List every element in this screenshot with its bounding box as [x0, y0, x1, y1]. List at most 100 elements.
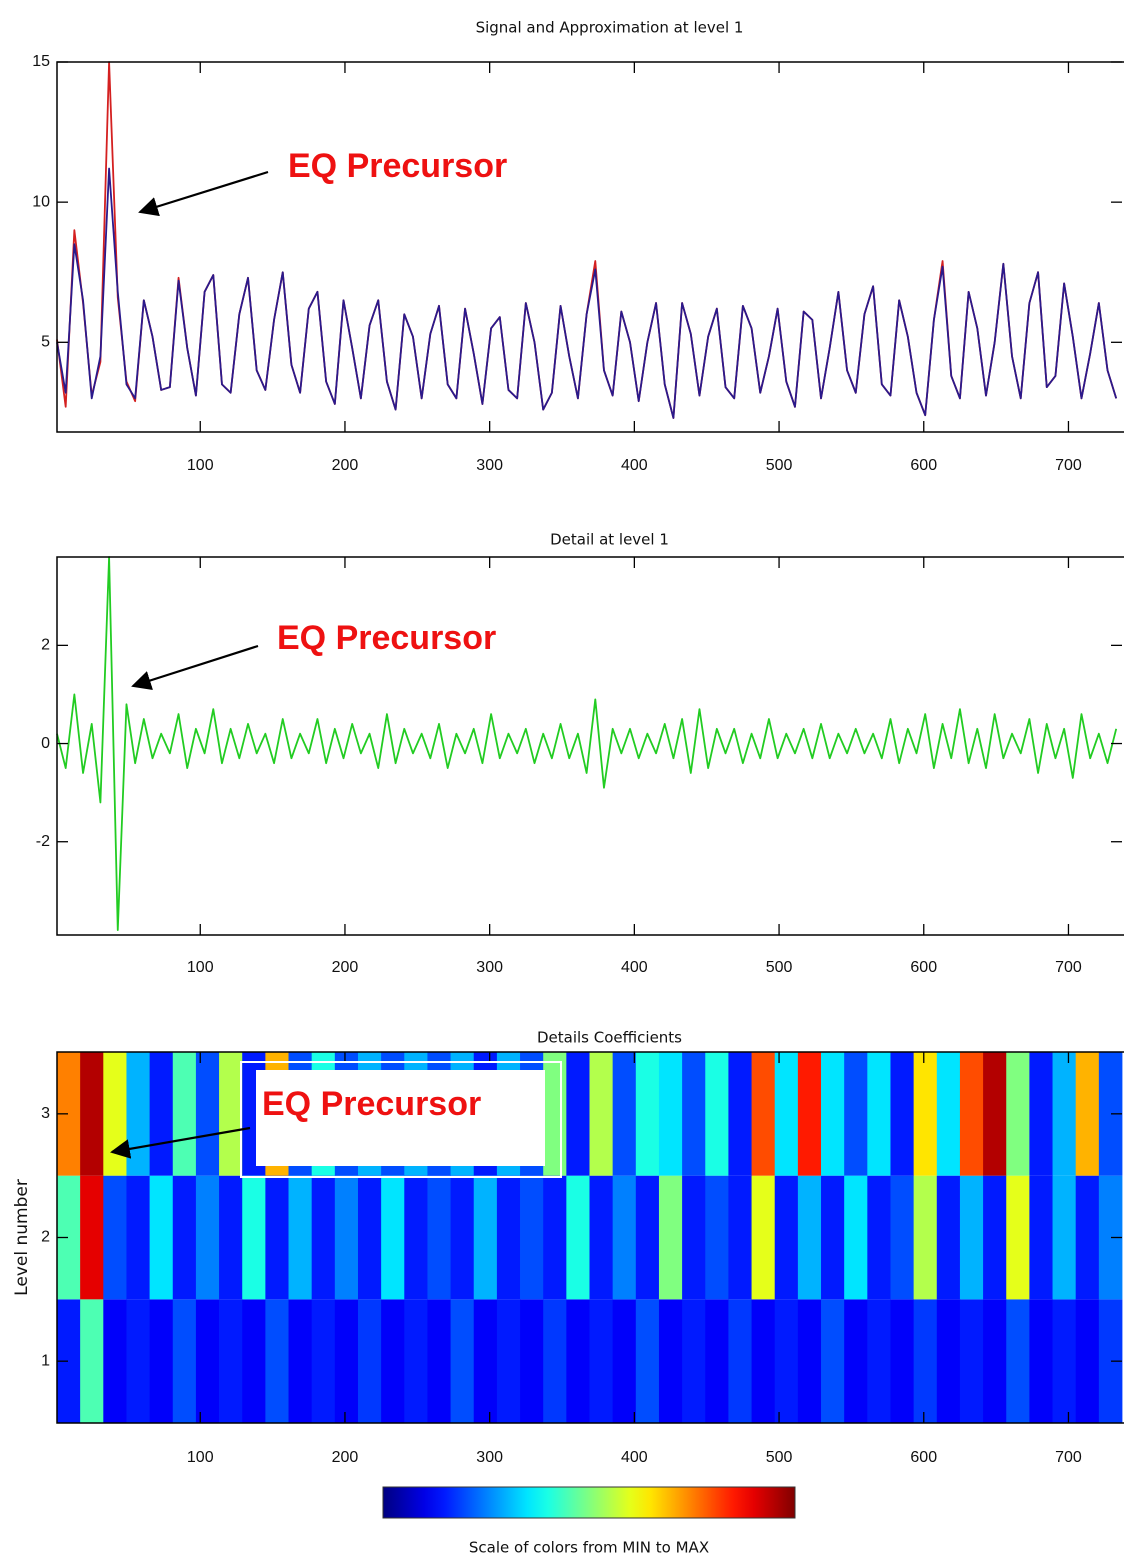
colorbar-label: Scale of colors from MIN to MAX	[469, 1539, 709, 1557]
heat-cell	[566, 1175, 590, 1300]
heat-cell	[844, 1052, 868, 1176]
x-tick-label: 100	[187, 457, 214, 474]
x-tick-label: 200	[332, 457, 359, 474]
heat-cell	[450, 1299, 475, 1423]
x-tick-label: 100	[187, 959, 214, 976]
heat-cell	[566, 1052, 590, 1176]
annotation-arrow	[138, 170, 269, 217]
heat-cell	[195, 1175, 220, 1300]
heat-cell	[612, 1175, 637, 1300]
heat-cell	[867, 1299, 891, 1423]
heat-cell	[149, 1175, 174, 1300]
x-tick-label: 500	[766, 959, 793, 976]
heat-cell	[520, 1299, 544, 1423]
heat-cell	[682, 1299, 706, 1423]
heat-cell	[682, 1175, 706, 1300]
heat-cell	[404, 1299, 428, 1423]
heat-cell	[311, 1175, 336, 1300]
heat-cell	[543, 1299, 567, 1423]
series-line	[56, 167, 1118, 419]
heat-cell	[890, 1052, 915, 1176]
heat-cell	[543, 1052, 567, 1176]
annotation-box	[256, 1070, 545, 1166]
annotation-text: EQ Precursor	[262, 1085, 481, 1123]
x-tick-label: 500	[766, 1449, 793, 1466]
heat-cell	[959, 1175, 984, 1300]
heat-cell	[797, 1299, 822, 1423]
heat-cell	[566, 1299, 590, 1423]
x-tick-label: 700	[1055, 1449, 1082, 1466]
heat-cell	[219, 1299, 243, 1423]
heat-cell	[334, 1175, 359, 1300]
heat-cell	[427, 1175, 451, 1300]
y-tick-label: 1	[41, 1352, 50, 1369]
heat-cell	[936, 1052, 961, 1176]
heat-cell	[913, 1052, 938, 1176]
x-tick-label: 400	[621, 457, 648, 474]
heat-cell	[80, 1052, 104, 1176]
plot-frame	[56, 556, 1124, 936]
heat-cell	[126, 1299, 151, 1423]
heat-cell	[612, 1299, 637, 1423]
heat-cell	[496, 1299, 521, 1423]
heat-cell	[658, 1052, 683, 1176]
x-tick-label: 500	[766, 457, 793, 474]
heat-cell	[658, 1175, 683, 1300]
heat-cell	[589, 1175, 614, 1300]
x-tick-label: 400	[621, 959, 648, 976]
heat-cell	[172, 1052, 197, 1176]
y-tick-label: 15	[32, 53, 50, 70]
heat-cell	[149, 1052, 174, 1176]
heat-cell	[867, 1052, 891, 1176]
annotation-text: EQ Precursor	[288, 147, 507, 185]
heat-cell	[1052, 1299, 1077, 1423]
heat-cell	[751, 1299, 776, 1423]
y-tick-label: 0	[41, 735, 50, 752]
x-tick-label: 300	[476, 1449, 503, 1466]
heat-cell	[357, 1175, 382, 1300]
heat-cell	[265, 1299, 289, 1423]
heat-cell	[913, 1299, 938, 1423]
heat-cell	[983, 1052, 1007, 1176]
heat-cell	[774, 1299, 799, 1423]
heat-cell	[57, 1299, 81, 1423]
heat-cell	[983, 1299, 1007, 1423]
heat-cell	[1029, 1175, 1053, 1300]
heat-cell	[1052, 1175, 1077, 1300]
heat-cell	[890, 1175, 915, 1300]
x-tick-label: 300	[476, 457, 503, 474]
heat-cell	[728, 1052, 752, 1176]
heat-cell	[1006, 1052, 1030, 1176]
heat-cell	[751, 1175, 776, 1300]
heat-cell	[450, 1175, 475, 1300]
annotation-text: EQ Precursor	[277, 619, 496, 657]
x-tick-label: 600	[910, 1449, 937, 1466]
heat-cell	[288, 1175, 313, 1300]
annotation-arrow	[110, 1126, 251, 1159]
heat-cell	[1075, 1052, 1100, 1176]
heat-cell	[959, 1052, 984, 1176]
heat-cell	[381, 1175, 405, 1300]
heat-cell	[219, 1052, 243, 1176]
x-tick-label: 700	[1055, 457, 1082, 474]
heat-cell	[936, 1175, 961, 1300]
heat-cell	[473, 1175, 498, 1300]
heat-cell	[705, 1175, 729, 1300]
heat-cell	[728, 1175, 752, 1300]
y-tick-label: 2	[41, 637, 50, 654]
heat-cell	[774, 1175, 799, 1300]
heat-cell	[1098, 1175, 1123, 1300]
x-tick-label: 200	[332, 1449, 359, 1466]
colorbar	[382, 1486, 796, 1519]
heat-cell	[913, 1175, 938, 1300]
heat-cell	[311, 1299, 336, 1423]
heat-cell	[612, 1052, 637, 1176]
y-tick-label: -2	[36, 833, 50, 850]
x-tick-label: 600	[910, 457, 937, 474]
heat-cell	[751, 1052, 776, 1176]
heat-cell	[473, 1299, 498, 1423]
annotation-arrow	[131, 644, 259, 690]
heat-cell	[496, 1175, 521, 1300]
